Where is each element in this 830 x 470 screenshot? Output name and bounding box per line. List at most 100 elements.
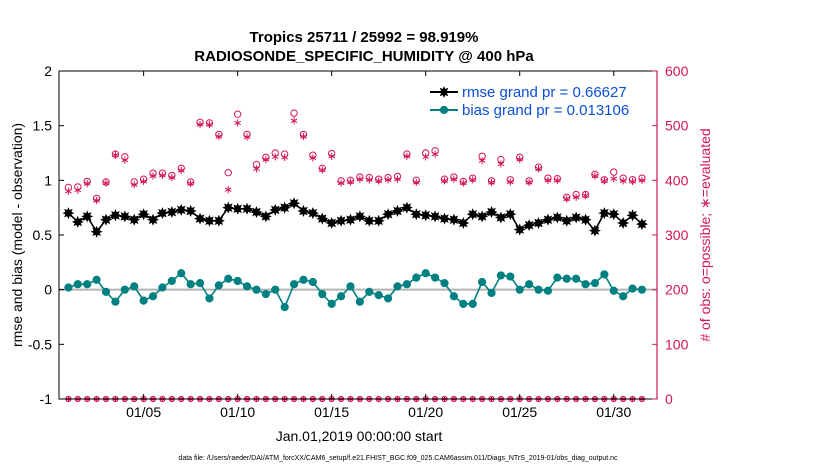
rmse-point: [382, 208, 395, 221]
bias-point: [299, 275, 308, 284]
bias-point: [177, 269, 186, 278]
bias-point: [242, 282, 252, 291]
bias-point: [572, 274, 581, 283]
obs-evaluated-point: [544, 176, 552, 184]
bias-point: [92, 275, 101, 284]
asterisk-stroke: [290, 118, 298, 123]
asterisk-stroke: [572, 195, 580, 200]
rmse-point: [128, 213, 141, 226]
bias-point: [186, 280, 195, 289]
obs-evaluated-point: [177, 166, 185, 175]
obs-possible-point: [610, 168, 618, 176]
rmse-point: [400, 201, 413, 214]
bias-point: [280, 303, 289, 312]
asterisk-stroke: [619, 178, 627, 184]
rmse-point: [391, 204, 404, 217]
rmse-point: [494, 211, 507, 224]
asterisk-stroke: [544, 178, 552, 183]
legend-bias-label: bias grand pr = 0.013106: [462, 102, 629, 119]
asterisk-stroke: [563, 196, 571, 202]
asterisk-stroke: [600, 178, 608, 184]
asterisk-stroke: [168, 175, 176, 180]
obs-evaluated-point: [516, 155, 524, 164]
chart-subtitle: RADIOSONDE_SPECIFIC_HUMIDITY @ 400 hPa: [194, 48, 534, 65]
rmse-point: [118, 210, 131, 223]
obs-evaluated-point: [234, 119, 242, 127]
rmse-point: [344, 213, 357, 226]
bias-point: [111, 297, 120, 306]
bias-point: [412, 273, 421, 282]
bias-point: [637, 285, 647, 294]
obs-evaluated-point: [638, 176, 646, 184]
legend-box: [423, 76, 651, 120]
rmse-point: [551, 211, 564, 224]
rmse-point: [90, 225, 103, 238]
obs-evaluated-point: [497, 160, 505, 168]
bias-point: [590, 279, 600, 288]
legend-bias-marker: [439, 105, 449, 115]
bias-point: [487, 288, 496, 298]
asterisk-stroke: [243, 134, 251, 140]
obs-evaluated-point: [74, 186, 82, 194]
rmse-point: [147, 213, 160, 226]
data-file-footnote: data file: /Users/raeder/DAI/ATM_forcXX/…: [178, 455, 618, 462]
rmse-point: [241, 202, 254, 215]
obs-evaluated-point: [347, 178, 354, 186]
x-tick-label: 01/15: [314, 404, 349, 420]
obs-evaluated-point: [384, 176, 392, 184]
rmse-point: [297, 204, 310, 217]
x-tick-label: 01/05: [126, 404, 161, 420]
obs-evaluated-point: [375, 177, 383, 185]
bias-point: [101, 287, 111, 296]
bias-point: [383, 294, 393, 303]
obs-evaluated-point: [535, 165, 542, 173]
obs-evaluated-point: [563, 195, 571, 203]
legend-rmse-label: rmse grand pr = 0.66627: [462, 84, 627, 101]
bias-point: [581, 280, 590, 289]
bias-point: [195, 279, 205, 288]
rmse-point: [429, 210, 442, 223]
asterisk-stroke: [347, 179, 354, 185]
obs-evaluated-point: [262, 155, 270, 164]
asterisk-stroke: [83, 181, 91, 186]
asterisk-stroke: [591, 173, 599, 179]
obs-evaluated-point: [459, 179, 467, 187]
asterisk-stroke: [488, 180, 495, 185]
rmse-point: [259, 210, 272, 223]
obs-evaluated-point: [168, 174, 176, 182]
y-tick-label: 1: [44, 172, 52, 188]
bias-point: [478, 277, 487, 287]
asterisk-stroke: [337, 180, 345, 186]
rmse-series: [62, 197, 648, 238]
asterisk-stroke: [516, 157, 524, 162]
y-tick-label: 0.5: [33, 227, 53, 243]
rmse-point: [476, 210, 489, 223]
y-axis-right-label: # of obs: o=possible; ∗=evaluated: [697, 128, 713, 341]
obs-evaluated-point: [506, 178, 514, 186]
y-right-tick-label: 400: [665, 172, 689, 188]
rmse-point: [617, 216, 630, 229]
rmse-point: [137, 208, 150, 221]
obs-evaluated-point: [140, 177, 147, 186]
rmse-point: [231, 202, 244, 215]
axes: -1 -0.5 0 0.5 1 1.5 2 0 100 200 300 400 500 600 01/05 0…: [28, 63, 689, 420]
bias-point: [365, 287, 374, 296]
bias-point: [402, 280, 411, 289]
asterisk-stroke: [450, 177, 458, 182]
rmse-point: [62, 207, 75, 220]
asterisk-stroke: [506, 179, 514, 185]
rmse-point: [607, 208, 620, 221]
asterisk-stroke: [196, 122, 204, 127]
asterisk-stroke: [384, 177, 392, 183]
bias-point: [431, 273, 440, 282]
rmse-point: [288, 197, 301, 210]
y-tick-label: 1.5: [33, 118, 53, 134]
bias-point: [120, 285, 129, 294]
asterisk-stroke: [309, 155, 317, 161]
rmse-point: [570, 211, 583, 224]
bias-point: [496, 271, 506, 280]
asterisk-stroke: [130, 182, 138, 187]
obs-evaluated-point: [478, 157, 486, 165]
x-axis-label: Jan.01,2019 00:00:00 start: [276, 428, 443, 444]
obs-evaluated-point: [300, 133, 307, 141]
